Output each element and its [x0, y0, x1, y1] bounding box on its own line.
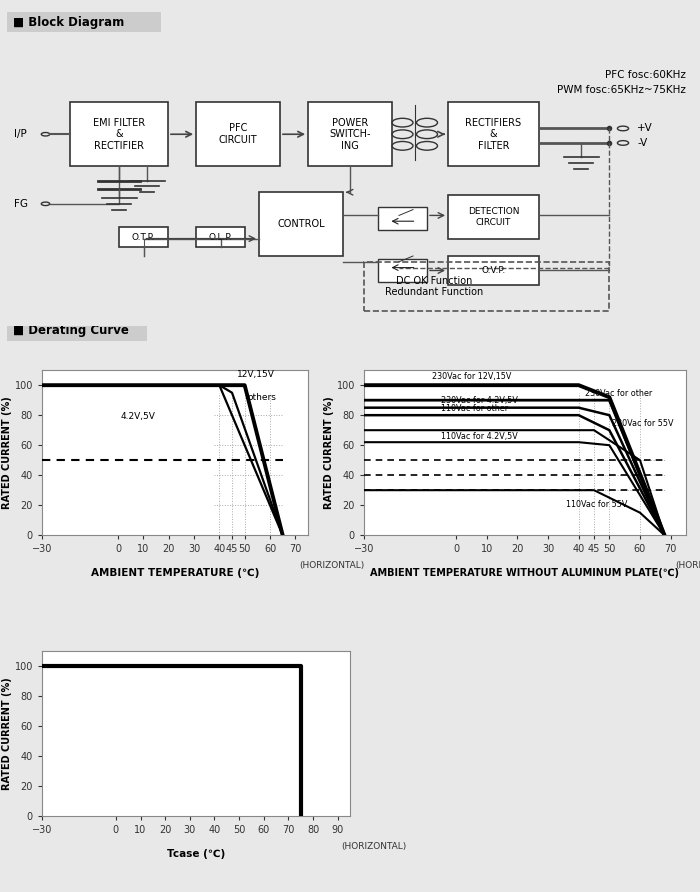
Text: ■ Derating Curve: ■ Derating Curve [13, 325, 129, 337]
Text: 230Vac for other: 230Vac for other [584, 389, 652, 398]
X-axis label: AMBIENT TEMPERATURE WITHOUT ALUMINUM PLATE(℃): AMBIENT TEMPERATURE WITHOUT ALUMINUM PLA… [370, 568, 680, 578]
Text: others: others [247, 392, 276, 401]
Text: O.V.P.: O.V.P. [482, 266, 505, 275]
Text: 110Vac for other: 110Vac for other [441, 404, 508, 413]
Text: DETECTION
CIRCUIT: DETECTION CIRCUIT [468, 207, 519, 227]
Text: 230Vac for 4.2V,5V: 230Vac for 4.2V,5V [441, 396, 517, 405]
Bar [308, 103, 392, 166]
Text: 110Vac for 55V: 110Vac for 55V [566, 500, 628, 508]
Text: RECTIFIERS
&
FILTER: RECTIFIERS & FILTER [466, 118, 522, 151]
Text: EMI FILTER
&
RECTIFIER: EMI FILTER & RECTIFIER [93, 118, 145, 151]
Text: (HORIZONTAL): (HORIZONTAL) [342, 842, 407, 851]
Text: POWER
SWITCH-
ING: POWER SWITCH- ING [329, 118, 371, 151]
Text: ■ Block Diagram: ■ Block Diagram [13, 16, 125, 29]
X-axis label: Tcase (℃): Tcase (℃) [167, 849, 225, 859]
Text: PFC
CIRCUIT: PFC CIRCUIT [218, 123, 258, 145]
Text: (HORIZONTAL): (HORIZONTAL) [676, 561, 700, 570]
Bar [448, 256, 539, 285]
Text: 4.2V,5V: 4.2V,5V [121, 412, 155, 421]
Text: +V: +V [637, 123, 652, 134]
Bar [196, 227, 245, 247]
Text: 230Vac for 55V: 230Vac for 55V [612, 418, 674, 427]
Y-axis label: RATED CURRENT (%): RATED CURRENT (%) [324, 396, 334, 509]
Text: 230Vac for 12V,15V: 230Vac for 12V,15V [432, 372, 511, 381]
Bar [378, 259, 427, 282]
Text: CONTROL: CONTROL [277, 219, 325, 229]
Text: PFC fosc:60KHz
PWM fosc:65KHz~75KHz: PFC fosc:60KHz PWM fosc:65KHz~75KHz [557, 70, 686, 95]
Text: FG: FG [14, 199, 28, 209]
Bar [196, 103, 280, 166]
Y-axis label: RATED CURRENT (%): RATED CURRENT (%) [2, 677, 12, 790]
Bar [364, 262, 609, 311]
Text: 12V,15V: 12V,15V [237, 370, 275, 379]
Text: O.L.P.: O.L.P. [209, 233, 232, 242]
Text: O.T.P.: O.T.P. [132, 233, 155, 242]
Text: DC OK Function
Redundant Function: DC OK Function Redundant Function [385, 276, 483, 297]
Y-axis label: RATED CURRENT (%): RATED CURRENT (%) [2, 396, 12, 509]
Bar [259, 193, 343, 256]
X-axis label: AMBIENT TEMPERATURE (℃): AMBIENT TEMPERATURE (℃) [91, 568, 259, 578]
Bar [378, 207, 427, 230]
Bar [70, 103, 168, 166]
Text: 110Vac for 4.2V,5V: 110Vac for 4.2V,5V [441, 433, 517, 442]
Bar [448, 103, 539, 166]
Text: (HORIZONTAL): (HORIZONTAL) [299, 561, 365, 570]
Bar [448, 195, 539, 239]
Text: -V: -V [637, 138, 648, 148]
Text: I/P: I/P [14, 129, 27, 139]
Bar [119, 227, 168, 247]
